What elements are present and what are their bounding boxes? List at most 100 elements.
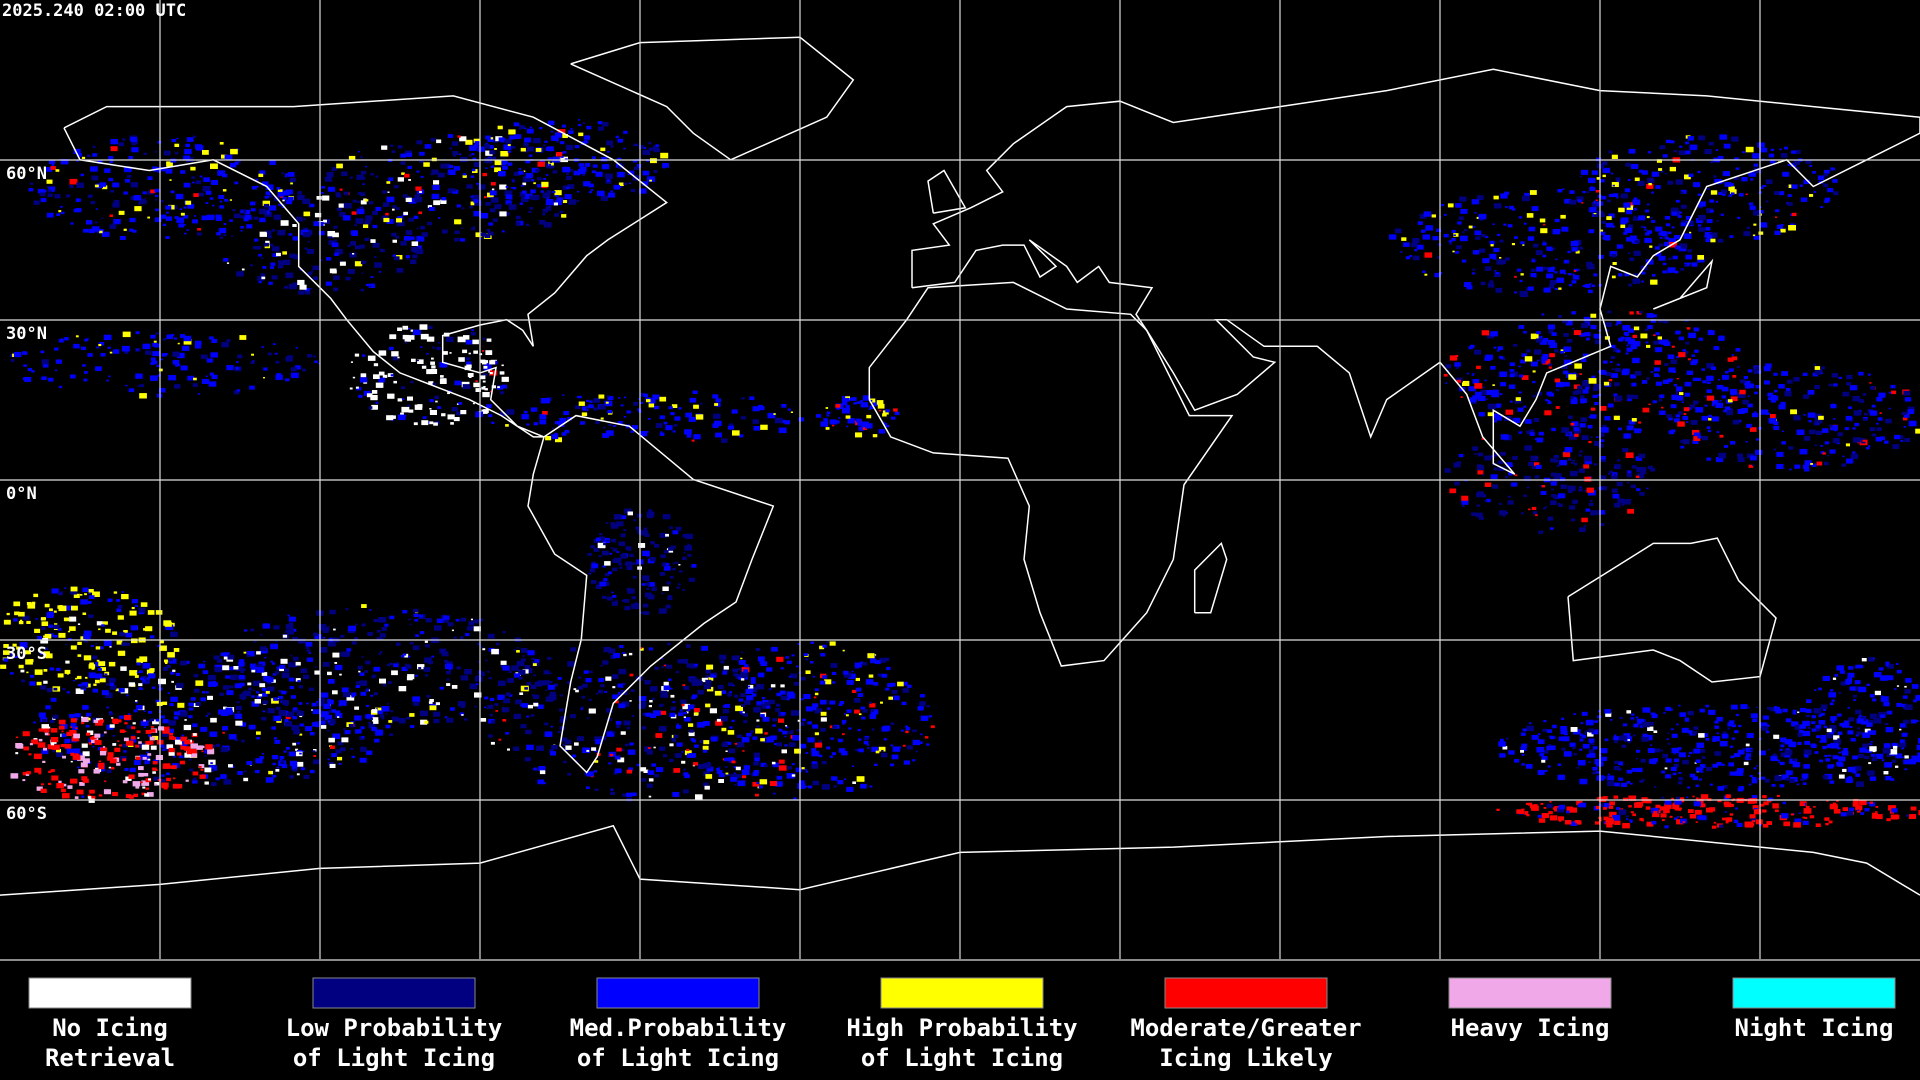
icing-pixel [1670, 208, 1679, 214]
icing-pixel [280, 700, 284, 703]
icing-pixel [644, 679, 651, 685]
icing-pixel [1528, 461, 1534, 466]
icing-pixel [466, 626, 473, 631]
icing-pixel [298, 702, 303, 705]
icing-pixel [454, 230, 460, 235]
icing-pixel [219, 205, 225, 209]
icing-pixel [736, 741, 745, 748]
icing-pixel [117, 740, 120, 742]
icing-pixel [420, 719, 428, 725]
icing-pixel [663, 664, 666, 667]
icing-pixel [1560, 351, 1564, 354]
icing-pixel [753, 426, 760, 431]
icing-pixel [131, 141, 137, 146]
icing-pixel [703, 749, 708, 753]
icing-pixel [507, 203, 511, 206]
icing-pixel [798, 417, 805, 422]
icing-pixel [1571, 311, 1576, 315]
icing-pixel [1673, 150, 1677, 153]
icing-pixel [1570, 396, 1576, 400]
icing-pixel [926, 743, 930, 746]
icing-pixel [633, 144, 637, 147]
icing-pixel [738, 668, 742, 671]
icing-pixel [261, 257, 264, 260]
icing-pixel [140, 677, 144, 681]
icing-pixel [413, 215, 419, 219]
icing-pixel [402, 653, 409, 658]
icing-pixel [1499, 355, 1504, 359]
icing-pixel [1588, 502, 1594, 507]
icing-pixel [390, 374, 394, 377]
icing-pixel [444, 716, 448, 719]
icing-pixel [162, 223, 167, 226]
icing-pixel [859, 400, 863, 403]
icing-pixel [1651, 191, 1654, 194]
icing-pixel [1447, 203, 1454, 208]
icing-pixel [132, 229, 137, 233]
icing-pixel [618, 397, 621, 399]
icing-pixel [760, 738, 765, 742]
icing-pixel [436, 139, 442, 144]
icing-pixel [1529, 432, 1535, 436]
icing-pixel [479, 671, 485, 676]
icing-pixel [570, 647, 577, 652]
icing-pixel [332, 690, 338, 695]
icing-pixel [573, 688, 577, 691]
icing-pixel [1561, 226, 1569, 232]
icing-pixel [1505, 512, 1508, 514]
icing-pixel [109, 724, 115, 728]
icing-pixel [843, 778, 847, 780]
icing-pixel [742, 750, 745, 752]
icing-pixel [632, 575, 637, 579]
icing-pixel [360, 192, 366, 196]
icing-pixel [331, 270, 337, 274]
icing-pixel [1632, 199, 1641, 205]
icing-pixel [328, 679, 335, 684]
icing-pixel [314, 633, 322, 639]
icing-pixel [876, 400, 884, 405]
icing-pixel [549, 691, 557, 697]
icing-pixel [653, 145, 659, 149]
icing-pixel [135, 785, 140, 789]
icing-pixel [678, 407, 682, 410]
icing-pixel [1521, 375, 1529, 380]
icing-pixel [52, 750, 56, 753]
icing-pixel [549, 672, 552, 675]
icing-pixel [591, 156, 596, 160]
icing-pixel [697, 689, 705, 695]
icing-pixel [1444, 468, 1451, 473]
icing-pixel [12, 643, 17, 647]
icing-pixel [762, 737, 770, 743]
icing-pixel [1542, 359, 1551, 365]
icing-pixel [82, 705, 89, 710]
icing-pixel [360, 377, 368, 383]
icing-pixel [604, 573, 610, 577]
icing-pixel [281, 206, 284, 209]
icing-pixel [1795, 167, 1800, 170]
icing-pixel [43, 669, 48, 672]
icing-pixel [595, 692, 599, 695]
icing-pixel [1526, 349, 1531, 353]
icing-pixel [475, 413, 482, 418]
icing-pixel [401, 666, 408, 671]
icing-pixel [254, 699, 261, 704]
icing-pixel [1612, 475, 1618, 480]
icing-pixel [210, 768, 215, 772]
icing-pixel [143, 628, 147, 631]
icing-pixel [1544, 505, 1548, 508]
icing-pixel [54, 194, 61, 199]
icing-pixel [886, 666, 891, 670]
icing-pixel [39, 192, 46, 197]
icing-pixel [395, 207, 400, 210]
icing-pixel [1599, 406, 1607, 411]
icing-pixel [1621, 370, 1629, 376]
icing-pixel [1662, 154, 1668, 158]
icing-pixel [40, 198, 47, 203]
icing-pixel [1800, 197, 1808, 202]
icing-pixel [70, 760, 73, 763]
icing-pixel [423, 667, 431, 672]
icing-pixel [1750, 455, 1757, 461]
icing-pixel [129, 767, 136, 773]
icing-pixel [715, 432, 722, 438]
icing-pixel [271, 275, 278, 280]
